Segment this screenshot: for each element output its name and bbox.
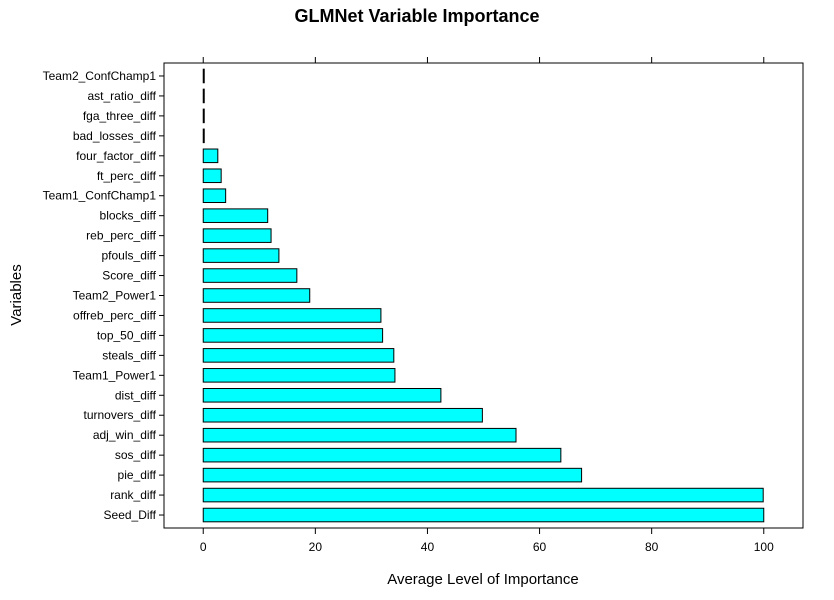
category-label: top_50_diff: [97, 328, 157, 342]
category-label: ft_perc_diff: [97, 169, 157, 183]
bottom-axis-ticks: 0 20 40 60 80 100: [200, 528, 774, 554]
x-tick-label: 80: [645, 540, 659, 554]
bar-blocks_diff: [202, 208, 269, 223]
bar-dist_diff: [202, 387, 442, 403]
bar-Seed_Diff: [202, 507, 765, 523]
category-label: offreb_perc_diff: [73, 308, 157, 322]
bar-Team1_Power1: [202, 368, 396, 383]
category-label: Score_diff: [102, 269, 156, 283]
category-label: bad_losses_diff: [73, 129, 157, 143]
bar-four_factor_diff: [202, 148, 219, 164]
bar-ast_ratio_diff: [202, 88, 205, 104]
bar-bad_losses_diff: [202, 128, 205, 144]
category-label: pfouls_diff: [102, 249, 157, 263]
x-tick-label: 40: [421, 540, 435, 554]
bar-ft_perc_diff: [202, 168, 222, 184]
bar-pie_diff: [202, 467, 583, 483]
category-label: ast_ratio_diff: [88, 89, 157, 103]
category-label: rank_diff: [110, 488, 156, 502]
bar-turnovers_diff: [202, 407, 483, 423]
x-axis-title: Average Level of Importance: [387, 571, 579, 588]
bar-Team1_ConfChamp1: [202, 188, 227, 204]
bar-Team2_Power1: [202, 288, 311, 303]
category-label: adj_win_diff: [93, 428, 157, 442]
category-label: fga_three_diff: [83, 109, 157, 123]
chart-title: GLMNet Variable Importance: [294, 6, 539, 26]
category-label: four_factor_diff: [76, 149, 156, 163]
x-tick-label: 100: [754, 540, 774, 554]
x-tick-label: 0: [200, 540, 207, 554]
bar-Team2_ConfChamp1: [202, 68, 205, 84]
bar-Score_diff: [202, 268, 298, 283]
category-label: Team1_ConfChamp1: [43, 189, 157, 203]
x-tick-label: 20: [309, 540, 323, 554]
bar-sos_diff: [202, 447, 562, 463]
bar-adj_win_diff: [202, 427, 517, 443]
category-label: Team1_Power1: [73, 368, 157, 382]
category-label: blocks_diff: [100, 209, 157, 223]
bar-reb_perc_diff: [202, 228, 272, 243]
bar-rank_diff: [202, 487, 764, 503]
category-label: sos_diff: [115, 448, 157, 462]
category-label: Team2_ConfChamp1: [43, 69, 157, 83]
category-label: Team2_Power1: [73, 289, 157, 303]
plot-frame: [163, 62, 804, 529]
category-label: dist_diff: [115, 388, 157, 402]
y-axis-title: Variables: [8, 264, 25, 325]
category-labels: Team2_ConfChamp1 ast_ratio_diff fga_three_…: [43, 69, 164, 522]
category-label: Seed_Diff: [104, 508, 157, 522]
bar-fga_three_diff: [202, 108, 205, 124]
bar-offreb_perc_diff: [202, 308, 382, 323]
category-label: steals_diff: [102, 348, 156, 362]
category-label: turnovers_diff: [84, 408, 157, 422]
bars: [202, 68, 765, 523]
bar-top_50_diff: [202, 328, 384, 343]
x-tick-label: 60: [533, 540, 547, 554]
category-label: pie_diff: [118, 468, 157, 482]
top-axis-ticks: [202, 57, 765, 63]
bar-pfouls_diff: [202, 248, 280, 263]
category-label: reb_perc_diff: [86, 229, 156, 243]
bar-steals_diff: [202, 348, 395, 363]
